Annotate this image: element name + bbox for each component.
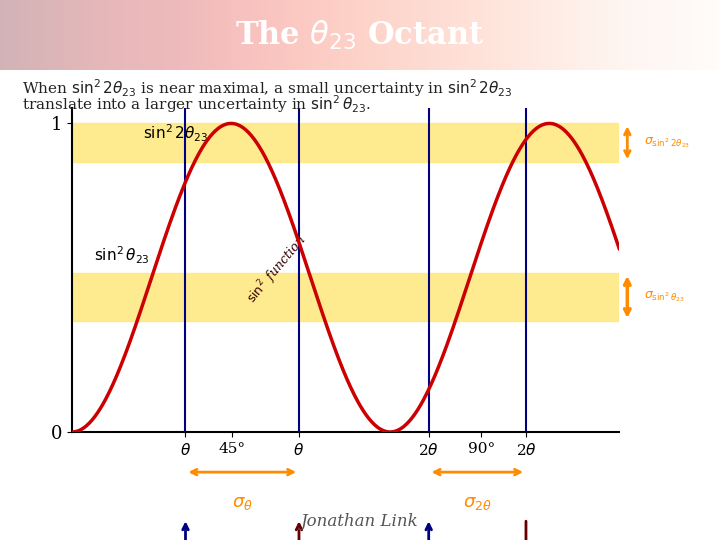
Text: $\sin^2$ function: $\sin^2$ function [243, 232, 312, 308]
Text: $\sigma_{2\theta}$: $\sigma_{2\theta}$ [463, 494, 492, 512]
Text: When $\sin^2 2\theta_{23}$ is near maximal, a small uncertainty in $\sin^2 2\the: When $\sin^2 2\theta_{23}$ is near maxim… [22, 77, 512, 99]
Bar [72, 124, 619, 162]
Text: $\sigma_\theta$: $\sigma_\theta$ [232, 494, 253, 512]
Text: The $\theta_{23}$ Octant: The $\theta_{23}$ Octant [235, 18, 485, 52]
Text: $\sigma_{\sin^2\theta_{23}}$: $\sigma_{\sin^2\theta_{23}}$ [644, 290, 684, 304]
Text: Jonathan Link: Jonathan Link [301, 512, 419, 530]
Bar [72, 273, 619, 321]
Text: $\sin^2 2\theta_{23}$: $\sin^2 2\theta_{23}$ [143, 123, 209, 144]
Text: $\sin^2\theta_{23}$: $\sin^2\theta_{23}$ [94, 245, 150, 266]
Text: $\sigma_{\sin^2 2\theta_{23}}$: $\sigma_{\sin^2 2\theta_{23}}$ [644, 136, 690, 150]
Text: translate into a larger uncertainty in $\sin^2\theta_{23}$.: translate into a larger uncertainty in $… [22, 93, 371, 115]
